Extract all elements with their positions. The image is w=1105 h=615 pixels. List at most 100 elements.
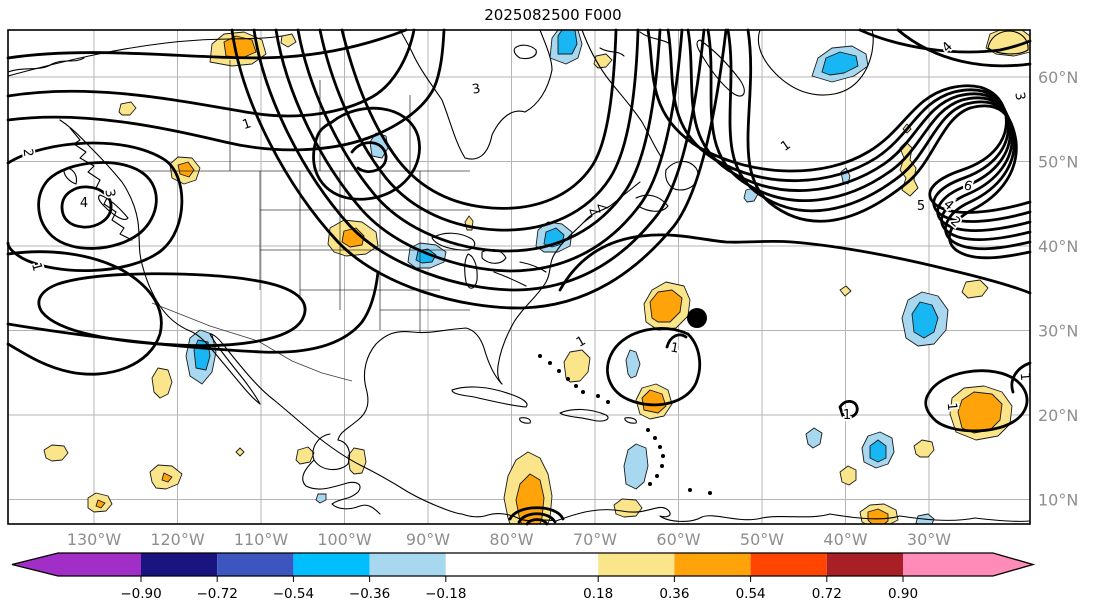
colorbar-tick-label: −0.54 — [273, 586, 314, 602]
island-dot — [557, 369, 561, 373]
colorbar-tick-label: −0.72 — [197, 586, 238, 602]
lon-tick-label: 100°W — [317, 530, 372, 549]
lon-tick-label: 80°W — [489, 530, 533, 549]
lat-tick-label: 60°N — [1038, 68, 1078, 87]
colorbar-segment-9 — [827, 553, 903, 576]
anomaly-patch-y — [614, 499, 642, 517]
lon-tick-label: 130°W — [67, 530, 122, 549]
anomaly-patch-y — [914, 440, 934, 457]
lon-tick-label: 110°W — [234, 530, 289, 549]
anomaly-patch-y — [840, 286, 851, 296]
anomaly-patch-lb — [626, 350, 640, 378]
contour-label-1: 1 — [778, 138, 793, 155]
anomaly-patch-lb — [806, 428, 822, 448]
colorbar-tick-label: −0.18 — [425, 586, 466, 602]
atlantic-ridge-a4 — [728, 30, 1030, 249]
lon-tick-label: 30°W — [907, 530, 951, 549]
colorbar-tick-label: −0.90 — [120, 586, 161, 602]
puerto-rico-coast — [625, 418, 636, 423]
anomaly-patch-y — [119, 102, 136, 115]
contour-label-3: 3 — [1011, 91, 1027, 102]
island-dot — [606, 400, 610, 404]
island-dot — [661, 454, 665, 458]
colorbar-segment-2 — [217, 553, 293, 576]
weather-map-figure: 2025082500 F000 130°W120°W110°W100°W90°W… — [0, 0, 1105, 615]
colorbar-tick-label: 0.18 — [583, 586, 613, 602]
lat-tick-label: 40°N — [1038, 237, 1078, 256]
cuba-coast — [452, 387, 527, 407]
island-dot — [708, 491, 712, 495]
contour-label-3: 3 — [471, 81, 482, 97]
colorbar-segment-3 — [293, 553, 369, 576]
colorbar-segment-4 — [370, 553, 446, 576]
lon-tick-label: 60°W — [656, 530, 700, 549]
colorbar-tick-label: 0.72 — [812, 586, 842, 602]
island-dot — [653, 436, 657, 440]
anomaly-patch-y — [348, 448, 366, 474]
jamaica-coast — [520, 418, 531, 423]
storm-position-marker — [687, 308, 707, 328]
colorbar-segment-7 — [674, 553, 750, 576]
colorbar-segment-8 — [751, 553, 827, 576]
anomaly-patch-lb — [316, 494, 326, 503]
island-dot — [574, 384, 578, 388]
contour-label-5: 5 — [917, 199, 925, 214]
island-dot — [688, 488, 692, 492]
anomaly-patch-y — [962, 280, 988, 298]
island-dot — [596, 394, 600, 398]
contour-label-1: 1 — [241, 116, 254, 133]
colorbar-tick-label: 0.36 — [659, 586, 689, 602]
anomaly-patch-y — [840, 466, 856, 485]
lat-tick-label: 50°N — [1038, 153, 1078, 172]
colorbar-segment-10 — [903, 553, 1033, 576]
contour-label-4: 4 — [939, 39, 955, 55]
island-dot — [646, 428, 650, 432]
anomaly-patch-y — [236, 448, 244, 456]
gulf-coast — [338, 328, 502, 440]
contour-label-2: 2 — [20, 148, 36, 158]
island-dot — [660, 464, 664, 468]
island-dot — [548, 361, 552, 365]
anomaly-patch-y — [152, 368, 172, 398]
west-low-ring-2 — [39, 163, 157, 249]
storm-marker-layer — [687, 308, 707, 328]
figure-canvas: 2025082500 F000 130°W120°W110°W100°W90°W… — [0, 0, 1105, 615]
lon-tick-label: 40°W — [823, 530, 867, 549]
lat-tick-label: 10°N — [1038, 491, 1078, 510]
island-dot — [581, 390, 585, 394]
anomaly-patch-lb — [624, 444, 648, 489]
lake-erie-ontario — [494, 262, 546, 286]
lon-tick-label: 50°W — [740, 530, 784, 549]
lake-michigan — [465, 254, 477, 288]
contour-labels-layer: 123431436542111111 — [20, 39, 1033, 423]
colorbar: −0.90 −0.72 −0.54 −0.36 −0.18 0.18 0.36 0.54 0.7… — [12, 553, 1033, 602]
colorbar-segment-5 — [446, 553, 598, 576]
colorbar-segment-1 — [141, 553, 217, 576]
colorbar-tick-label: 0.90 — [888, 586, 918, 602]
island-dot — [566, 377, 570, 381]
contour-label-4: 4 — [80, 196, 88, 211]
figure-title: 2025082500 F000 — [484, 6, 621, 24]
lat-tick-label: 20°N — [1038, 406, 1078, 425]
island-dot — [658, 445, 662, 449]
colorbar-segment-6 — [598, 553, 674, 576]
island-dot — [648, 482, 652, 486]
contour-label-1: 1 — [574, 333, 589, 350]
colorbar-tick-label: 0.54 — [736, 586, 766, 602]
anomaly-patch-y — [281, 34, 296, 47]
hudson-bay-island — [514, 45, 536, 58]
anomaly-patch-cy — [558, 30, 577, 54]
lon-tick-label: 120°W — [150, 530, 205, 549]
colorbar-tick-label: −0.36 — [349, 586, 390, 602]
anomaly-patch-y — [44, 445, 68, 461]
island-dot — [538, 354, 542, 358]
contour-label-1: 1 — [944, 402, 960, 412]
contour-label-3: 3 — [101, 188, 117, 199]
island-dot — [655, 474, 659, 478]
lat-tick-label: 30°N — [1038, 322, 1078, 341]
colorbar-segment-0 — [12, 553, 141, 576]
lon-tick-label: 70°W — [573, 530, 617, 549]
anomaly-patch-y — [296, 447, 314, 464]
contour-label-1: 1 — [843, 408, 851, 423]
lon-tick-label: 90°W — [406, 530, 450, 549]
